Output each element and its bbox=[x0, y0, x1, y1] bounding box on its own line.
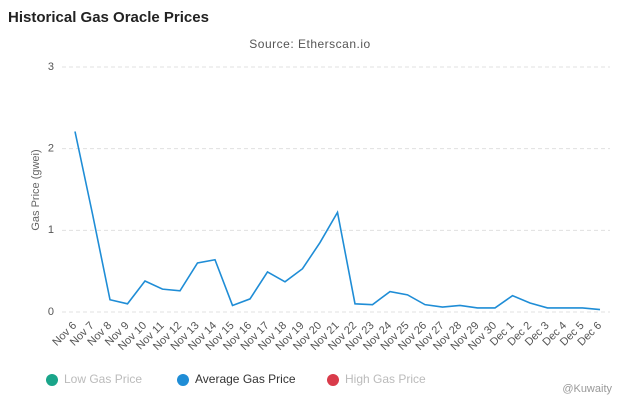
watermark: @Kuwaity bbox=[562, 383, 612, 395]
y-tick-label: 3 bbox=[48, 61, 54, 73]
y-tick-label: 0 bbox=[48, 306, 54, 318]
legend-marker[interactable] bbox=[327, 374, 339, 386]
chart-subtitle: Source: Etherscan.io bbox=[249, 37, 370, 51]
y-tick-label: 2 bbox=[48, 143, 54, 155]
legend-label[interactable]: Low Gas Price bbox=[64, 372, 142, 386]
y-axis-label: Gas Price (gwei) bbox=[30, 149, 42, 230]
legend-label[interactable]: Average Gas Price bbox=[195, 372, 296, 386]
legend-label[interactable]: High Gas Price bbox=[345, 372, 426, 386]
y-tick-label: 1 bbox=[48, 224, 54, 236]
legend-marker[interactable] bbox=[46, 374, 58, 386]
chart-title: Historical Gas Oracle Prices bbox=[8, 9, 209, 26]
data-line bbox=[74, 131, 601, 311]
legend-marker[interactable] bbox=[177, 374, 189, 386]
